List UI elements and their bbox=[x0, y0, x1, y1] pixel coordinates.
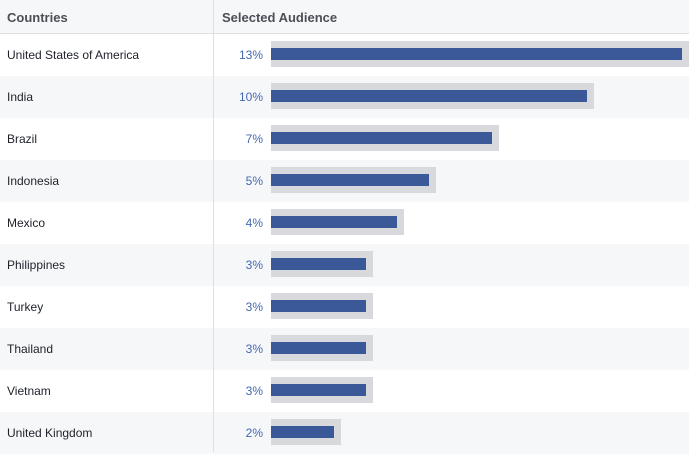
audience-bar bbox=[271, 132, 492, 144]
audience-bar bbox=[271, 342, 366, 354]
audience-bar bbox=[271, 300, 366, 312]
table-row[interactable]: Philippines 3% bbox=[0, 244, 689, 286]
table-row[interactable]: Indonesia 5% bbox=[0, 160, 689, 202]
country-name: United States of America bbox=[7, 48, 140, 62]
audience-percent: 13% bbox=[238, 48, 263, 62]
selected-audience-column-header[interactable]: Selected Audience bbox=[222, 10, 338, 25]
audience-percent: 5% bbox=[245, 174, 263, 188]
country-name: Mexico bbox=[7, 216, 46, 230]
country-name: Indonesia bbox=[7, 174, 60, 188]
audience-percent: 3% bbox=[245, 300, 263, 314]
table-row[interactable]: Vietnam 3% bbox=[0, 370, 689, 412]
audience-bar bbox=[271, 384, 366, 396]
table-row[interactable]: Brazil 7% bbox=[0, 118, 689, 160]
audience-bar bbox=[271, 216, 397, 228]
table-row[interactable]: Thailand 3% bbox=[0, 328, 689, 370]
audience-percent: 4% bbox=[245, 216, 263, 230]
audience-bar bbox=[271, 48, 682, 60]
country-name: Brazil bbox=[7, 132, 38, 146]
audience-percent: 10% bbox=[238, 90, 263, 104]
audience-bar bbox=[271, 174, 429, 186]
audience-percent: 3% bbox=[245, 258, 263, 272]
audience-percent: 3% bbox=[245, 384, 263, 398]
audience-bar bbox=[271, 426, 334, 438]
country-name: India bbox=[7, 90, 34, 104]
table-row[interactable]: United States of America 13% bbox=[0, 34, 689, 76]
country-name: Thailand bbox=[7, 342, 54, 356]
audience-bar bbox=[271, 90, 587, 102]
table-row[interactable]: United Kingdom 2% bbox=[0, 412, 689, 454]
country-name: Vietnam bbox=[7, 384, 51, 398]
country-name: Turkey bbox=[7, 300, 44, 314]
table-row[interactable]: India 10% bbox=[0, 76, 689, 118]
countries-column-header[interactable]: Countries bbox=[7, 10, 68, 25]
table-header: Countries Selected Audience bbox=[0, 0, 689, 34]
audience-percent: 2% bbox=[245, 426, 263, 440]
audience-percent: 7% bbox=[245, 132, 263, 146]
column-divider bbox=[213, 0, 214, 452]
country-name: United Kingdom bbox=[7, 426, 93, 440]
audience-percent: 3% bbox=[245, 342, 263, 356]
audience-bar bbox=[271, 258, 366, 270]
country-name: Philippines bbox=[7, 258, 66, 272]
table-row[interactable]: Turkey 3% bbox=[0, 286, 689, 328]
table-row[interactable]: Mexico 4% bbox=[0, 202, 689, 244]
